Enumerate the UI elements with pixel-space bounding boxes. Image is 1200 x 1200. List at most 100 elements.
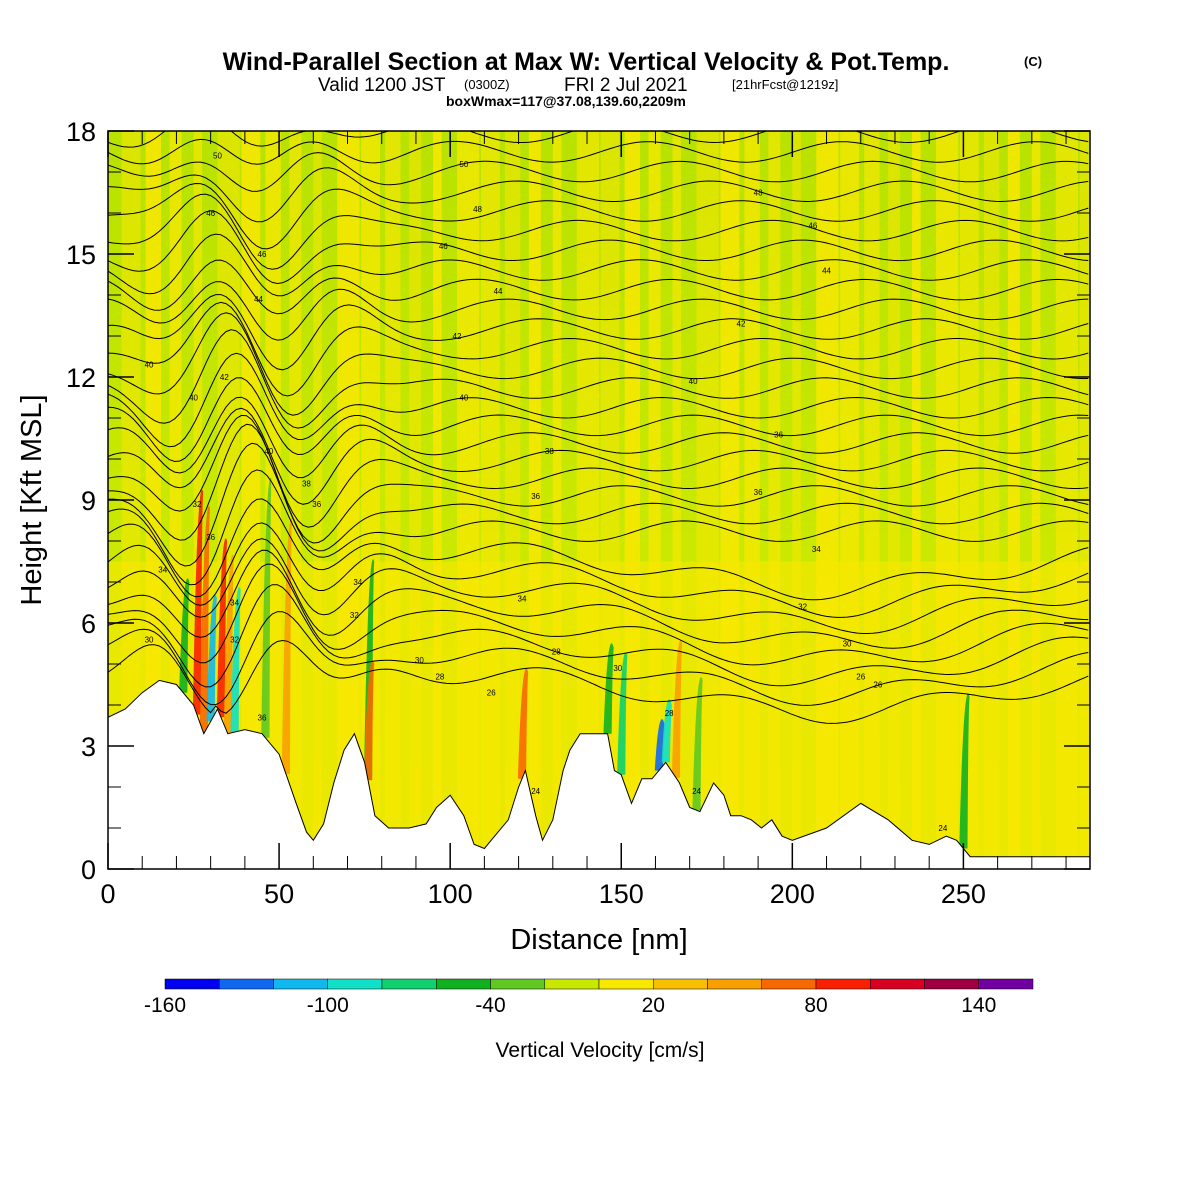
colorbar-ticks: -160 -100 -40 20 80 140 [144,994,996,1017]
colorbar-swatch [707,978,762,990]
velocity-band [169,131,182,869]
theta-contour-label: 38 [545,447,554,456]
theta-contour-label: 36 [312,500,321,509]
x-tick-label: 50 [264,879,294,909]
velocity-band [912,131,921,869]
colorbar-swatch [761,978,817,990]
velocity-streak [692,677,703,811]
theta-contour-label: 28 [435,672,444,681]
theta-contour-label: 48 [473,205,482,214]
velocity-streak [363,660,375,781]
y-tick-label: 18 [66,117,96,147]
theta-contour-label: 44 [254,295,263,304]
theta-contour-label: 42 [737,320,746,329]
theta-contour-label: 34 [812,545,821,554]
theta-contour-label: 34 [518,594,527,603]
theta-contour-label: 34 [353,578,362,587]
velocity-streak [617,652,628,775]
theta-contour-line [108,611,1089,706]
svg-text:FRI 2 Jul 2021: FRI 2 Jul 2021 [564,75,688,96]
theta-contour-line [108,407,1089,505]
y-axis-ticks: 0 36 9 12 15 18 [66,117,1090,885]
colorbar-swatch [978,978,1034,990]
theta-contour-label: 42 [453,332,462,341]
theta-contour-label: 48 [754,189,763,198]
theta-contour-label: 26 [487,689,496,698]
theta-contour-label: 34 [230,599,239,608]
theta-contour-label: 24 [531,787,540,796]
y-tick-label: 12 [66,363,96,393]
theta-contour-line [108,259,1089,315]
plot-area: 50 50 48 48 46 46 46 46 44 44 44 42 42 40 40 42 40 40 40 38… [108,131,1090,869]
theta-contour-label: 30 [613,664,622,673]
svg-text:[21hrFcst@1219z]: [21hrFcst@1219z] [732,77,838,92]
colorbar-tick-label: -160 [144,994,186,1017]
theta-contour-label: 38 [302,480,311,489]
velocity-band [528,131,541,869]
theta-contour-line [108,377,1089,463]
theta-contour-line [108,584,1089,688]
colorbar-tick-label: 20 [642,994,665,1017]
theta-contour-label: 28 [552,648,561,657]
colorbar-tick-label: 140 [961,994,996,1017]
theta-contour-line [108,294,1089,371]
theta-contour-line [108,210,1089,285]
theta-contour-label: 50 [459,160,468,169]
theta-contour-label: 32 [350,611,359,620]
velocity-streak [179,578,190,693]
x-tick-label: 100 [428,879,473,909]
theta-contour-label: 28 [665,709,674,718]
chart-title-mark: (C) [1024,54,1042,69]
theta-contour-label: 40 [459,394,468,403]
theta-contour-line [108,522,1089,618]
theta-contour-label: 36 [774,430,783,439]
velocity-streak [603,643,614,734]
colorbar-label: Vertical Velocity [cm/s] [496,1039,705,1062]
theta-contour-label: 30 [843,640,852,649]
colorbar-swatch [273,978,328,990]
x-tick-label: 200 [770,879,815,909]
theta-contour-line [108,131,1089,148]
theta-contour-line [108,352,1089,448]
theta-contour-line [108,442,1089,567]
theta-contour-line [108,563,1089,666]
velocity-band [433,131,442,869]
y-tick-label: 0 [81,855,96,885]
svg-text:(0300Z): (0300Z) [464,77,510,92]
theta-contour-line [108,414,1089,528]
colorbar-swatch [815,978,871,990]
colorbar-tick-label: -100 [307,994,349,1017]
colorbar-swatch [327,978,383,990]
chart-subtitle: Valid 1200 JST (0300Z) FRI 2 Jul 2021 [2… [318,75,838,96]
theta-contour-label: 36 [258,713,267,722]
theta-contour-label: 44 [822,266,831,275]
y-tick-label: 9 [81,486,96,516]
y-tick-label: 6 [81,609,96,639]
chart-subtitle-box: boxWmax=117@37.08,139.60,2209m [446,93,686,109]
velocity-band [888,131,901,869]
velocity-streak [661,699,672,763]
theta-contour-line [108,549,1089,649]
colorbar-swatch [436,978,491,990]
y-axis-label: Height [Kft MSL] [16,394,48,605]
colorbar-swatch [598,978,654,990]
velocity-streak [959,693,970,849]
theta-contour-line [108,312,1089,416]
colorbar-swatch [490,978,545,990]
theta-contour-label: 32 [193,500,202,509]
theta-contour-line [108,281,1089,341]
velocity-band [552,131,562,869]
theta-contour-line [108,469,1089,586]
theta-contour-line [108,301,1089,397]
theta-contour-line [108,233,1089,297]
x-tick-label: 150 [599,879,644,909]
theta-contour-label: 42 [220,373,229,382]
colorbar-swatch [924,978,979,990]
theta-contour-line [108,182,1089,250]
theta-contour-label: 30 [145,635,154,644]
colorbar-tick-label: 80 [804,994,827,1017]
theta-contour-line [108,498,1089,601]
theta-contour-label: 46 [439,242,448,251]
y-tick-label: 15 [66,240,96,270]
velocity-band [648,131,661,869]
